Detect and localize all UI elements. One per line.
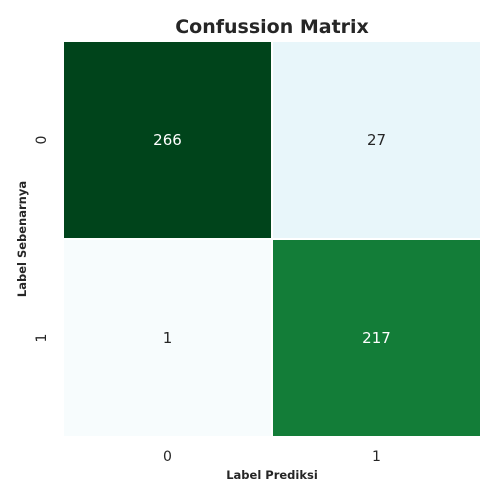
cell-value-1-1: 217: [362, 329, 391, 347]
heatmap-cell-1-1: [271, 238, 482, 438]
chart-title: Confussion Matrix: [175, 16, 369, 38]
x-tick-label-1: 1: [372, 449, 381, 465]
cell-value-0-1: 27: [367, 131, 386, 149]
heatmap-cell-0-0: [62, 40, 273, 240]
heatmap-cell-0-1: [271, 40, 482, 240]
y-tick-label-1: 1: [34, 334, 50, 343]
heatmap-cells: 266 27 1 217: [62, 40, 482, 438]
cell-value-1-0: 1: [163, 329, 173, 347]
x-tick-label-0: 0: [163, 449, 172, 465]
x-axis-label: Label Prediksi: [226, 468, 318, 482]
y-tick-labels: 01: [34, 136, 50, 343]
y-axis-label: Label Sebenarnya: [15, 181, 29, 297]
y-tick-label-0: 0: [34, 136, 50, 145]
heatmap-cell-1-0: [62, 238, 273, 438]
cell-value-0-0: 266: [153, 131, 182, 149]
